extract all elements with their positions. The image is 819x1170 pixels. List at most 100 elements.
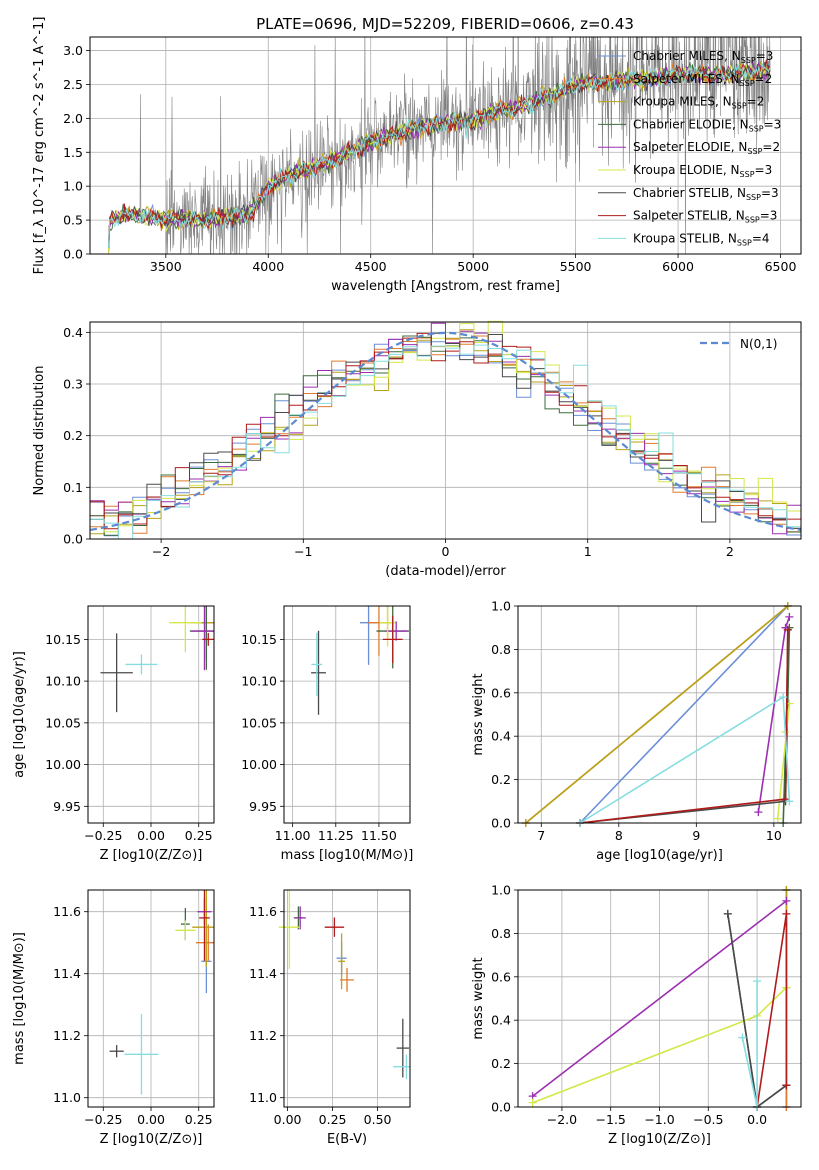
y-tick-label: 10.05: [241, 715, 277, 730]
weight-marker: [782, 896, 791, 905]
weight-marker: [753, 977, 762, 986]
y-tick-label: 1.5: [63, 145, 83, 160]
x-tick-label: −1.5: [596, 1112, 626, 1127]
gaussian-curve: [89, 331, 802, 531]
weight-marker: [783, 625, 792, 634]
weight-marker: [738, 1033, 747, 1042]
x-tick-label: −1.0: [644, 1112, 674, 1127]
x-tick-label: −0.5: [693, 1112, 723, 1127]
weight-line: [579, 605, 789, 824]
y-tick-label: 0.6: [491, 685, 511, 700]
subscript: SSP: [746, 193, 761, 202]
axes-frame: [89, 36, 802, 255]
y-tick-label: 0.0: [63, 532, 83, 547]
y-tick-label: 3.0: [63, 43, 83, 58]
x-tick-label: −1: [294, 544, 312, 559]
y-tick-label: 0.4: [491, 1013, 511, 1028]
model-line: [107, 60, 771, 254]
weight-marker: [754, 808, 763, 817]
legend-nssp: =2: [762, 140, 780, 154]
y-tick-label: 0.4: [491, 729, 511, 744]
y-tick-label: 0.2: [63, 428, 83, 443]
y-tick-label: 10.00: [241, 757, 277, 772]
subscript: SSP: [749, 124, 764, 133]
y-tick-label: 10.05: [45, 715, 81, 730]
x-tick-label: 5000: [457, 259, 489, 274]
legend-nssp: =4: [752, 231, 770, 245]
x-tick-label: 7: [537, 828, 545, 843]
y-tick-label: 10.15: [241, 632, 277, 647]
legend-nssp: =2: [747, 95, 765, 109]
subscript: SSP: [741, 56, 756, 65]
weight-marker: [782, 1081, 791, 1090]
model-line: [107, 59, 771, 246]
weight-marker: [723, 909, 732, 918]
subscript: SSP: [740, 170, 755, 179]
histogram-step: [90, 332, 801, 530]
y-tick-label: 0.0: [491, 1100, 511, 1115]
legend-label: Salpeter ELODIE, NSSP=2: [633, 140, 780, 156]
y-axis-label: Flux [f_λ 10^-17 erg cm^-2 s^-1 A^-1]: [32, 17, 47, 275]
x-tick-label: 11.25: [318, 828, 354, 843]
x-tick-label: 0.00: [274, 1112, 302, 1127]
y-tick-label: 0.3: [63, 377, 83, 392]
x-tick-label: −0.25: [84, 1112, 122, 1127]
plot-area: [89, 320, 802, 540]
legend-nssp: =3: [764, 117, 782, 131]
y-tick-label: 0.1: [63, 480, 83, 495]
legend-nssp: =3: [761, 186, 779, 200]
x-axis-label: wavelength [Angstrom, rest frame]: [331, 279, 560, 294]
legend-label: Chabrier MILES, NSSP=3: [633, 49, 773, 65]
x-tick-label: −0.25: [84, 828, 122, 843]
plot-area: [107, 37, 771, 254]
y-tick-label: 0.5: [63, 213, 83, 228]
y-tick-label: 10.10: [241, 674, 277, 689]
panel-spectrum: 3500 4000 4500 5000 5500 6000 6500 0.0 0.5 1.0 1.5…: [32, 17, 802, 294]
weight-line: [579, 629, 789, 824]
x-tick-label: 0.0: [747, 1112, 767, 1127]
x-tick-label: 0.00: [137, 1112, 165, 1127]
x-axis-label: Z [log10(Z/Z⊙)]: [608, 1132, 711, 1147]
legend-nssp: =2: [755, 72, 773, 86]
x-axis-label: E(B-V): [327, 1132, 367, 1147]
legend-label: Chabrier ELODIE, NSSP=3: [633, 117, 781, 133]
legend-nssp: =3: [756, 49, 774, 63]
panel-age-vs-mass: 11.00 11.25 11.50 9.95 10.00 10.05 10.10 10.15 m…: [241, 605, 413, 863]
panel-mass-vs-Z: −0.25 0.00 0.25 11.0 11.2 11.4 11.6 Z [log10(Z/…: [12, 889, 215, 1147]
y-tick-label: 10.00: [45, 757, 81, 772]
x-tick-label: 4500: [355, 259, 387, 274]
x-tick-label: 8: [615, 828, 623, 843]
axes-frame: [517, 889, 802, 1108]
x-axis-label: Z [log10(Z/Z⊙)]: [100, 1132, 203, 1147]
x-tick-label: 3500: [150, 259, 182, 274]
x-tick-label: 0.25: [185, 828, 213, 843]
x-tick-label: 6500: [765, 259, 797, 274]
plot-area: [311, 606, 409, 715]
x-axis-label: age [log10(age/yr)]: [596, 848, 723, 863]
axes-frame: [89, 321, 802, 540]
y-tick-label: 11.0: [53, 1090, 81, 1105]
figure-title: PLATE=0696, MJD=52209, FIBERID=0606, z=0…: [256, 15, 634, 33]
y-tick-label: 11.6: [249, 904, 277, 919]
weight-marker: [779, 693, 788, 702]
x-axis-label: (data-model)/error: [385, 564, 506, 579]
panel-weight-vs-Z: −2.0 −1.5 −1.0 −0.5 0.0 0.0 0.2 0.4 0.6 0.8 1.0 Z […: [471, 883, 802, 1147]
y-tick-label: 10.10: [45, 674, 81, 689]
y-tick-label: 11.2: [249, 1028, 277, 1043]
subscript: SSP: [745, 216, 760, 225]
model-line: [107, 63, 771, 248]
axes-frame: [517, 605, 802, 824]
x-tick-label: −2.0: [547, 1112, 577, 1127]
x-tick-label: 0.00: [137, 828, 165, 843]
axes-frame: [283, 889, 411, 1108]
weight-marker: [785, 797, 794, 806]
y-tick-label: 9.95: [53, 799, 81, 814]
legend-label: Salpeter STELIB, NSSP=3: [633, 209, 777, 225]
weight-line: [532, 900, 787, 1097]
panel-residuals: −2 −1 0 1 2 0.0 0.1 0.2 0.3 0.4 (data-model)/error…: [32, 320, 802, 579]
x-tick-label: 0.25: [319, 1112, 347, 1127]
y-tick-label: 0.2: [491, 1056, 511, 1071]
x-tick-label: 9: [692, 828, 700, 843]
legend-label: Chabrier STELIB, NSSP=3: [633, 186, 779, 202]
y-axis-label: Normed distribution: [32, 366, 47, 496]
